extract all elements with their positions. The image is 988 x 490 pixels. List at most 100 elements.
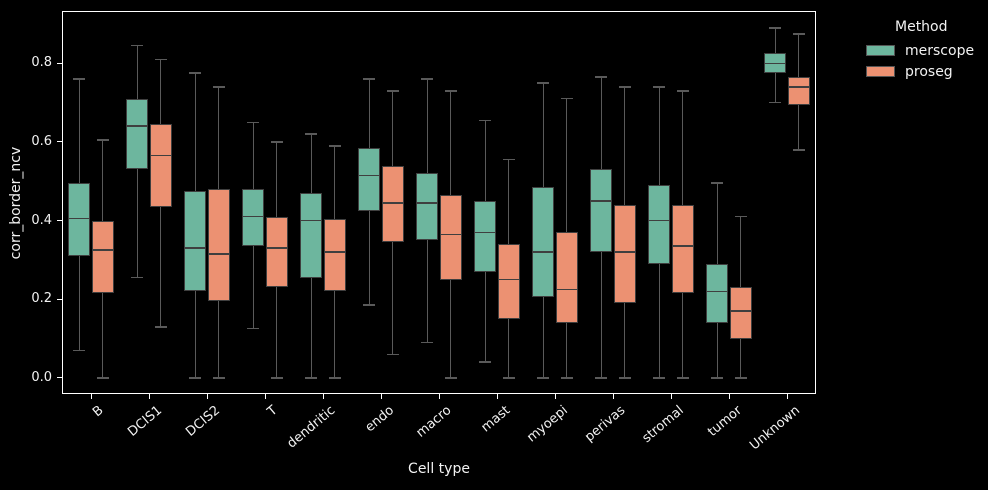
- x-tick-label-Unknown: Unknown: [746, 403, 803, 454]
- whisker-cap-bottom-proseg-dendritic: [328, 377, 341, 379]
- whisker-lower-proseg-DCIS2: [217, 301, 220, 378]
- median-proseg-endo: [382, 202, 403, 204]
- whisker-upper-proseg-mast: [507, 159, 510, 245]
- whisker-upper-proseg-endo: [391, 90, 394, 166]
- whisker-cap-top-proseg-DCIS2: [212, 86, 225, 88]
- whisker-lower-proseg-stromal: [681, 293, 684, 378]
- whisker-upper-merscope-tumor: [716, 183, 719, 264]
- whisker-cap-top-proseg-macro: [444, 90, 457, 92]
- whisker-cap-bottom-proseg-T: [270, 377, 283, 379]
- y-tick-mark: [57, 220, 62, 222]
- x-tick-mark: [728, 394, 730, 399]
- box-merscope-macro: [416, 173, 439, 241]
- whisker-upper-merscope-DCIS1: [136, 45, 139, 99]
- whisker-cap-top-proseg-DCIS1: [154, 58, 167, 61]
- median-merscope-Unknown: [765, 62, 786, 65]
- whisker-cap-top-proseg-myoepi: [560, 97, 573, 100]
- y-tick-mark: [57, 377, 62, 379]
- whisker-cap-top-proseg-dendritic: [328, 145, 341, 147]
- box-merscope-DCIS2: [184, 191, 207, 292]
- whisker-cap-top-merscope-B: [73, 78, 86, 80]
- merscope-swatch-icon: [866, 45, 895, 56]
- whisker-cap-top-merscope-stromal: [653, 86, 666, 88]
- whisker-upper-proseg-tumor: [739, 216, 742, 288]
- x-tick-label-mast: mast: [478, 403, 513, 436]
- median-proseg-B: [92, 249, 113, 251]
- x-tick-mark: [148, 394, 150, 399]
- whisker-cap-bottom-proseg-Unknown: [792, 149, 805, 151]
- whisker-upper-proseg-perivas: [623, 86, 626, 205]
- whisker-upper-proseg-myoepi: [565, 98, 568, 233]
- whisker-cap-bottom-merscope-Unknown: [769, 101, 782, 104]
- x-tick-label-stromal: stromal: [639, 403, 687, 447]
- whisker-cap-bottom-proseg-mast: [502, 377, 515, 379]
- legend-entry-merscope: merscope: [864, 40, 988, 61]
- median-proseg-Unknown: [788, 86, 809, 88]
- whisker-cap-bottom-merscope-mast: [479, 361, 492, 363]
- whisker-lower-merscope-macro: [426, 240, 429, 343]
- box-merscope-myoepi: [532, 187, 555, 298]
- x-axis-label: Cell type: [408, 461, 470, 477]
- whisker-lower-merscope-dendritic: [310, 277, 313, 378]
- whisker-lower-proseg-dendritic: [333, 291, 336, 378]
- x-tick-mark: [438, 394, 440, 399]
- median-proseg-T: [266, 247, 287, 249]
- median-merscope-endo: [359, 174, 380, 177]
- x-tick-mark: [786, 394, 788, 399]
- box-merscope-mast: [474, 200, 497, 272]
- whisker-cap-top-proseg-B: [96, 139, 109, 141]
- median-merscope-T: [243, 215, 264, 218]
- whisker-lower-merscope-DCIS2: [194, 291, 197, 378]
- whisker-cap-bottom-proseg-tumor: [734, 377, 747, 379]
- whisker-upper-merscope-dendritic: [310, 134, 313, 194]
- whisker-upper-proseg-dendritic: [333, 145, 336, 219]
- box-merscope-T: [242, 189, 265, 247]
- x-tick-label-tumor: tumor: [704, 403, 745, 440]
- whisker-upper-proseg-B: [101, 139, 104, 221]
- x-tick-label-DCIS2: DCIS2: [182, 403, 223, 440]
- whisker-cap-top-proseg-perivas: [618, 86, 631, 88]
- box-merscope-tumor: [706, 263, 729, 323]
- whisker-lower-proseg-macro: [449, 279, 452, 378]
- median-merscope-stromal: [649, 219, 670, 222]
- proseg-swatch-icon: [866, 66, 895, 77]
- whisker-lower-merscope-B: [78, 255, 81, 351]
- whisker-lower-proseg-B: [101, 293, 104, 378]
- plot-area: [62, 11, 816, 394]
- box-merscope-stromal: [648, 185, 671, 264]
- median-proseg-tumor: [730, 310, 751, 312]
- box-proseg-endo: [381, 165, 404, 243]
- whisker-cap-bottom-merscope-endo: [363, 304, 376, 306]
- legend-title: Method: [895, 19, 948, 35]
- x-tick-label-myoepi: myoepi: [524, 403, 571, 446]
- legend-entry-label: proseg: [905, 63, 953, 80]
- whisker-cap-bottom-proseg-perivas: [618, 377, 631, 379]
- median-proseg-stromal: [672, 245, 693, 247]
- whisker-cap-bottom-proseg-macro: [444, 377, 457, 379]
- whisker-cap-bottom-merscope-B: [73, 349, 86, 352]
- whisker-cap-top-proseg-T: [270, 141, 283, 143]
- legend-entry-label: merscope: [905, 42, 975, 59]
- whisker-upper-proseg-Unknown: [797, 33, 800, 78]
- x-tick-label-endo: endo: [362, 403, 397, 436]
- box-proseg-perivas: [613, 204, 636, 304]
- median-proseg-myoepi: [556, 288, 577, 291]
- box-merscope-endo: [358, 147, 381, 211]
- x-tick-mark: [264, 394, 266, 399]
- whisker-upper-merscope-T: [252, 122, 255, 190]
- median-merscope-DCIS2: [185, 247, 206, 249]
- whisker-cap-bottom-merscope-dendritic: [305, 377, 318, 379]
- whisker-lower-merscope-Unknown: [774, 73, 777, 103]
- whisker-cap-bottom-proseg-B: [96, 377, 109, 379]
- x-tick-label-DCIS1: DCIS1: [124, 403, 165, 440]
- whisker-cap-bottom-merscope-DCIS1: [131, 276, 144, 279]
- box-merscope-perivas: [590, 169, 613, 253]
- box-proseg-mast: [497, 244, 520, 319]
- whisker-lower-proseg-endo: [391, 242, 394, 355]
- median-proseg-macro: [440, 233, 461, 236]
- whisker-lower-merscope-myoepi: [542, 297, 545, 378]
- whisker-cap-top-merscope-endo: [363, 78, 376, 80]
- whisker-lower-proseg-mast: [507, 318, 510, 378]
